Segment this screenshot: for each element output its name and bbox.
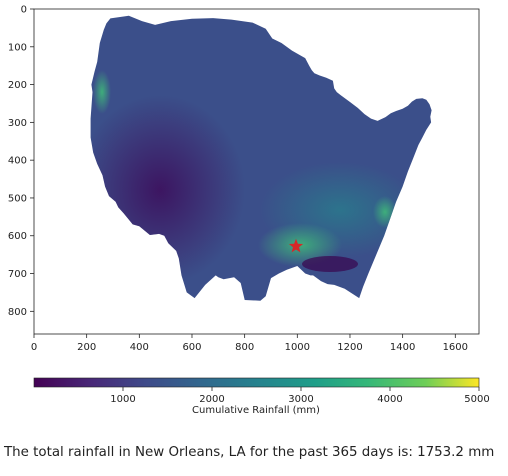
x-tick-label: 600 — [182, 342, 201, 353]
x-tick-label: 200 — [77, 342, 96, 353]
x-tick-label: 1400 — [390, 342, 415, 353]
y-tick-label: 200 — [8, 80, 27, 91]
y-axis-ticks: 0 100 200 300 400 500 600 700 800 — [8, 5, 34, 318]
x-tick-label: 400 — [130, 342, 149, 353]
colorbar-label: Cumulative Rainfall (mm) — [192, 405, 320, 416]
x-tick-label: 1600 — [443, 342, 468, 353]
output-text: The total rainfall in New Orleans, LA fo… — [4, 445, 495, 460]
y-tick-label: 600 — [8, 231, 27, 242]
x-tick-label: 1200 — [337, 342, 362, 353]
texas-dry-region — [302, 256, 358, 272]
x-tick-label: 1000 — [285, 342, 310, 353]
y-tick-label: 0 — [21, 5, 27, 16]
y-tick-label: 300 — [8, 118, 27, 129]
colorbar-tick-label: 2000 — [199, 394, 224, 405]
colorbar-tick-label: 4000 — [377, 394, 402, 405]
x-tick-label: 0 — [31, 342, 37, 353]
colorbar-tick-label: 3000 — [288, 394, 313, 405]
y-tick-label: 500 — [8, 193, 27, 204]
y-tick-label: 100 — [8, 42, 27, 53]
rainfall-map — [90, 15, 432, 301]
pacific-northwest-wet-region — [93, 70, 111, 114]
x-tick-label: 800 — [235, 342, 254, 353]
y-tick-label: 700 — [8, 269, 27, 280]
colorbar-tick-label: 1000 — [110, 394, 135, 405]
y-tick-label: 400 — [8, 156, 27, 167]
colorbar-ticks: 1000 2000 3000 4000 5000 — [110, 387, 490, 405]
y-tick-label: 800 — [8, 307, 27, 318]
colorbar — [33, 377, 480, 388]
colorbar-tick-label: 5000 — [464, 394, 489, 405]
new-orleans-star-marker — [288, 238, 304, 253]
x-axis-ticks: 0 200 400 600 800 1000 1200 1400 1600 — [31, 334, 468, 353]
